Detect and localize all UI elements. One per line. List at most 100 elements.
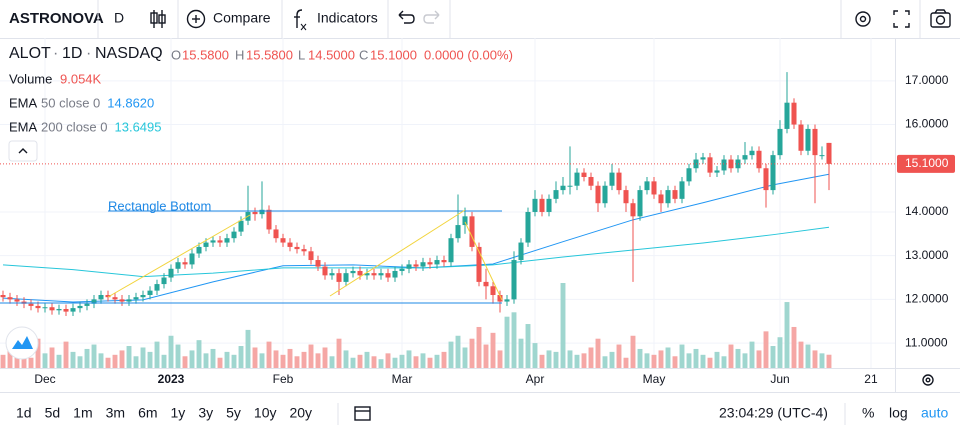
- compare-icon[interactable]: [186, 9, 206, 29]
- volume-bar: [308, 344, 314, 368]
- candle-body: [364, 273, 370, 276]
- range-button[interactable]: 6m: [138, 405, 157, 421]
- candle-body: [546, 198, 552, 212]
- candles: [0, 72, 832, 316]
- range-button[interactable]: 3y: [198, 405, 213, 421]
- volume-bar: [336, 338, 342, 368]
- volume-bar: [343, 350, 349, 368]
- candle-body: [70, 308, 76, 312]
- volume-bar: [70, 351, 76, 368]
- candle-body: [595, 185, 601, 204]
- range-button[interactable]: 1m: [73, 405, 92, 421]
- fullscreen-button[interactable]: [893, 10, 910, 28]
- volume-bar: [14, 356, 20, 368]
- candle-body: [238, 220, 244, 232]
- volume-bar: [126, 346, 132, 368]
- candle-body: [203, 242, 209, 247]
- candle-body: [231, 231, 237, 239]
- volume-bar: [399, 354, 405, 368]
- volume-bar: [644, 353, 650, 368]
- candle-body: [609, 172, 615, 186]
- legend-ohlc-name: C: [359, 47, 368, 62]
- candle-body: [420, 262, 426, 267]
- candle-body: [735, 159, 741, 169]
- volume-bar: [560, 283, 566, 368]
- collapse-legend-button[interactable]: [8, 140, 38, 162]
- volume-bar: [392, 357, 398, 368]
- chart-style-button[interactable]: [150, 10, 166, 28]
- candle-body: [448, 238, 454, 263]
- candle-body: [791, 102, 797, 125]
- volume-bar: [441, 351, 447, 368]
- range-button[interactable]: 20y: [289, 405, 312, 421]
- range-button[interactable]: 10y: [254, 405, 277, 421]
- candle-body: [357, 270, 363, 276]
- volume-bar: [238, 346, 244, 368]
- date-range-button[interactable]: [354, 406, 371, 421]
- settings-button[interactable]: [855, 11, 871, 27]
- legend-volume-value: 9.054K: [60, 71, 102, 86]
- range-button[interactable]: 3m: [106, 405, 125, 421]
- log-button[interactable]: log: [889, 405, 908, 421]
- volume-bar: [651, 354, 657, 368]
- time-axis-settings[interactable]: [922, 374, 934, 386]
- volume-bar: [777, 337, 783, 368]
- volume-bar: [693, 348, 699, 368]
- volume-bar: [735, 348, 741, 368]
- volume-bar: [714, 351, 720, 368]
- legend-ohlc-name: O: [171, 47, 181, 62]
- legend-volume-name: Volume: [9, 71, 52, 86]
- percent-button[interactable]: %: [862, 405, 874, 421]
- candle-body: [252, 211, 258, 215]
- indicators-icon[interactable]: [294, 9, 307, 31]
- candle-body: [273, 229, 279, 239]
- volume-bar: [511, 312, 517, 368]
- legend-dot: ·: [53, 45, 58, 62]
- candle-body: [469, 216, 475, 247]
- interval-button[interactable]: D: [114, 10, 124, 26]
- x-tick-label: 21: [864, 372, 878, 386]
- candle-body: [217, 240, 223, 243]
- volume-bars: [0, 283, 832, 368]
- range-button[interactable]: 5d: [45, 405, 61, 421]
- range-button[interactable]: 5y: [226, 405, 241, 421]
- snapshot-button[interactable]: [930, 9, 951, 28]
- auto-button[interactable]: auto: [921, 405, 948, 421]
- candle-body: [189, 253, 195, 265]
- undo-button[interactable]: [398, 10, 415, 24]
- candle-body: [441, 260, 447, 263]
- legend-ohlc-name: H: [235, 47, 244, 62]
- redo-button[interactable]: [423, 10, 440, 24]
- volume-bar: [574, 354, 580, 368]
- volume-bar: [658, 350, 664, 368]
- x-tick-label: Jun: [770, 372, 789, 386]
- volume-bar: [630, 335, 636, 368]
- candle-body: [511, 260, 517, 300]
- volume-bar: [189, 350, 195, 368]
- compare-button[interactable]: Compare: [213, 10, 271, 26]
- candle-body: [644, 181, 650, 191]
- range-button[interactable]: 1y: [171, 405, 186, 421]
- volume-bar: [133, 356, 139, 368]
- volume-bar: [168, 335, 174, 368]
- candle-body: [133, 297, 139, 300]
- candle-body: [777, 128, 783, 156]
- range-button[interactable]: 1d: [16, 405, 32, 421]
- candle-body: [322, 266, 328, 276]
- candle-body: [651, 181, 657, 195]
- volume-bar: [784, 302, 790, 368]
- candle-body: [266, 209, 272, 230]
- volume-bar: [280, 354, 286, 368]
- indicators-button[interactable]: Indicators: [317, 10, 378, 26]
- candle-body: [714, 170, 720, 173]
- volume-bar: [315, 353, 321, 368]
- candle-body: [728, 159, 734, 169]
- volume-bar: [532, 343, 538, 368]
- candle-body: [497, 295, 503, 302]
- symbol-search[interactable]: ASTRONOVA: [9, 10, 104, 27]
- candle-body: [224, 238, 230, 243]
- ema-line: [2, 173, 830, 303]
- volume-bar: [455, 335, 461, 368]
- candle-body: [42, 307, 48, 309]
- volume-bar: [301, 351, 307, 368]
